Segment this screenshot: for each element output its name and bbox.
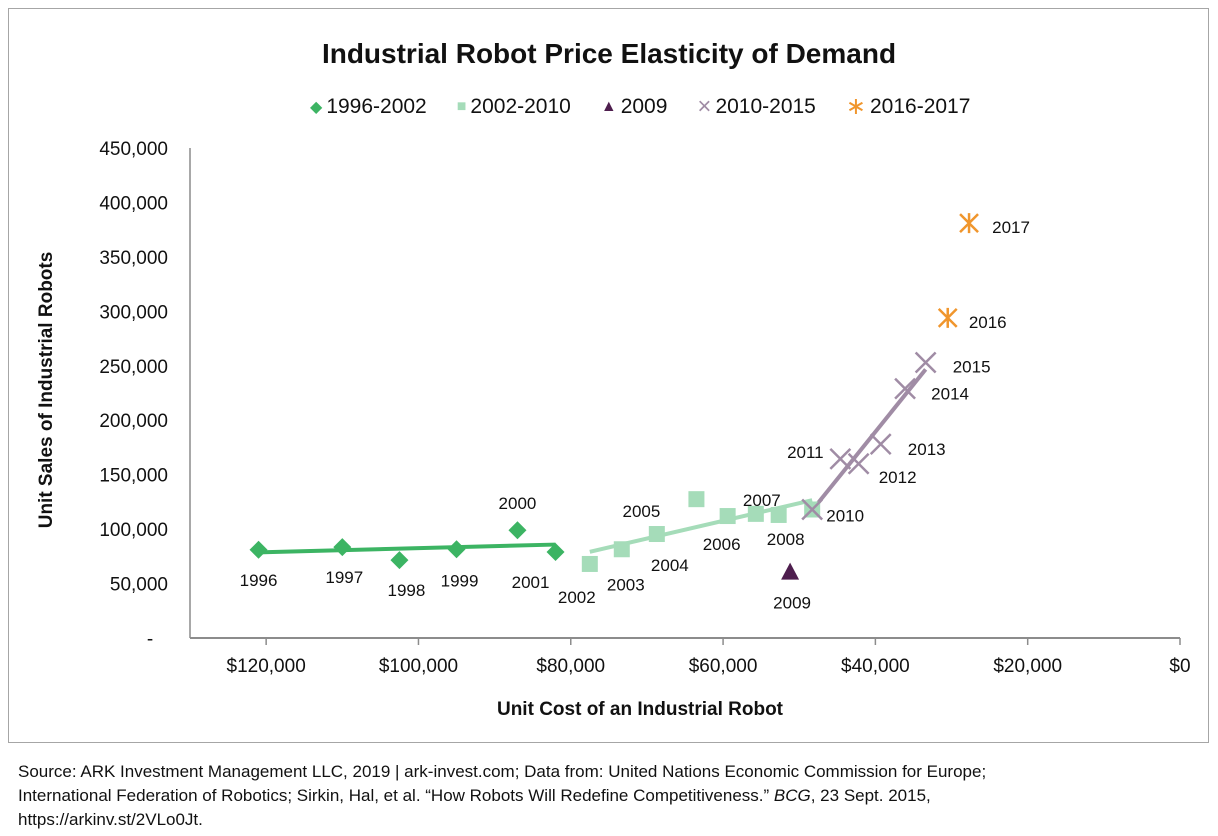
y-tick-label: 250,000 xyxy=(99,357,168,378)
data-label: 2003 xyxy=(607,575,645,594)
data-label: 2014 xyxy=(931,385,969,404)
legend-item: ∗ 2016-2017 xyxy=(846,92,971,121)
y-tick-label: 450,000 xyxy=(99,139,168,160)
data-label: 2008 xyxy=(767,530,805,549)
y-axis-title: Unit Sales of Industrial Robots xyxy=(36,252,57,529)
data-point-asterisk xyxy=(937,307,958,328)
y-tick-label: 300,000 xyxy=(99,302,168,323)
legend-label: 1996-2002 xyxy=(326,94,427,118)
data-point-diamond xyxy=(249,540,268,559)
data-point-square xyxy=(688,491,705,508)
footer-line-3[interactable]: https://arkinv.st/2VLo0Jt. xyxy=(18,810,203,829)
data-label: 2002 xyxy=(558,588,596,607)
data-label: 2009 xyxy=(773,594,811,613)
data-point-diamond xyxy=(508,521,527,540)
x-tick-label: $100,000 xyxy=(379,656,458,677)
legend-item: ▲ 2009 xyxy=(601,92,668,121)
x-axis-title: Unit Cost of an Industrial Robot xyxy=(497,699,784,720)
data-point-square xyxy=(648,526,665,543)
legend-label: 2016-2017 xyxy=(869,94,971,118)
data-point-diamond xyxy=(333,538,352,557)
source-footer: Source: ARK Investment Management LLC, 2… xyxy=(18,760,1208,832)
data-label: 2017 xyxy=(992,218,1030,237)
data-point-square xyxy=(719,508,736,525)
data-point-asterisk xyxy=(959,213,979,234)
data-label: 2012 xyxy=(879,468,917,487)
legend-item: × 2010-2015 xyxy=(697,92,815,121)
data-point-diamond xyxy=(546,542,565,561)
data-label: 1997 xyxy=(325,568,363,587)
data-label: 1998 xyxy=(388,581,426,600)
data-label: 2015 xyxy=(953,358,991,377)
data-point-x xyxy=(801,498,824,521)
data-point-square xyxy=(747,505,764,522)
data-label: 2011 xyxy=(787,443,824,462)
footer-line-1: Source: ARK Investment Management LLC, 2… xyxy=(18,762,987,781)
legend-item: ■ 2002-2010 xyxy=(457,92,571,121)
data-label: 2006 xyxy=(703,535,741,554)
y-tick-label: 200,000 xyxy=(99,411,168,432)
data-point-diamond xyxy=(447,540,466,559)
legend: ◆ 1996-2002 ■ 2002-2010 ▲ 2009 × 2010-2015 ∗ 2016… xyxy=(310,92,970,121)
x-tick-label: $40,000 xyxy=(841,656,910,677)
data-point-triangle xyxy=(781,562,800,580)
y-tick-label: 150,000 xyxy=(99,466,168,487)
x-tick-label: $0 xyxy=(1169,656,1190,677)
data-label: 1996 xyxy=(240,571,278,590)
data-label: 2004 xyxy=(651,556,689,575)
asterisk-marker-icon: ∗ xyxy=(845,93,866,120)
data-point-x xyxy=(847,452,870,475)
data-label: 2005 xyxy=(623,502,661,521)
diamond-marker-icon: ◆ xyxy=(310,98,323,116)
legend-item: ◆ 1996-2002 xyxy=(310,92,427,121)
chart-title: Industrial Robot Price Elasticity of Dem… xyxy=(321,38,897,69)
trendline-2010-2015 xyxy=(810,368,928,512)
trendline-1996-2002 xyxy=(258,542,556,555)
chart-frame xyxy=(8,8,1209,743)
triangle-marker-icon: ▲ xyxy=(600,97,617,115)
data-point-x xyxy=(914,351,937,374)
y-tick-label: - xyxy=(147,629,153,650)
data-label: 2000 xyxy=(499,494,537,513)
data-point-diamond xyxy=(390,551,409,570)
data-point-square xyxy=(581,555,598,572)
y-tick-label: 50,000 xyxy=(110,575,168,596)
y-tick-label: 400,000 xyxy=(99,193,168,214)
footer-text: , 23 Sept. 2015, xyxy=(810,786,931,805)
footer-text: International Federation of Robotics; Si… xyxy=(18,786,774,805)
legend-label: 2009 xyxy=(620,94,668,118)
x-tick-label: $20,000 xyxy=(993,656,1062,677)
x-tick-label: $120,000 xyxy=(227,656,306,677)
y-tick-label: 350,000 xyxy=(99,248,168,269)
footer-italic: BCG xyxy=(773,786,811,805)
legend-label: 2010-2015 xyxy=(715,94,816,118)
y-tick-label: 100,000 xyxy=(99,520,168,541)
data-label: 2001 xyxy=(512,573,550,592)
data-point-square xyxy=(770,506,787,523)
data-point-x xyxy=(869,433,892,456)
data-point-x xyxy=(894,377,916,400)
data-label: 2007 xyxy=(743,491,781,510)
data-label: 2013 xyxy=(908,440,946,459)
data-label: 2016 xyxy=(969,313,1007,332)
data-label: 2010 xyxy=(826,507,864,526)
square-marker-icon: ■ xyxy=(456,97,467,115)
footer-line-2: International Federation of Robotics; Si… xyxy=(18,784,1208,808)
legend-label: 2002-2010 xyxy=(470,94,571,118)
data-point-square xyxy=(613,541,630,558)
x-tick-label: $80,000 xyxy=(536,656,605,677)
data-label: 1999 xyxy=(441,571,479,590)
data-point-x xyxy=(829,447,852,470)
x-marker-icon: × xyxy=(697,92,712,120)
x-tick-label: $60,000 xyxy=(689,656,758,677)
